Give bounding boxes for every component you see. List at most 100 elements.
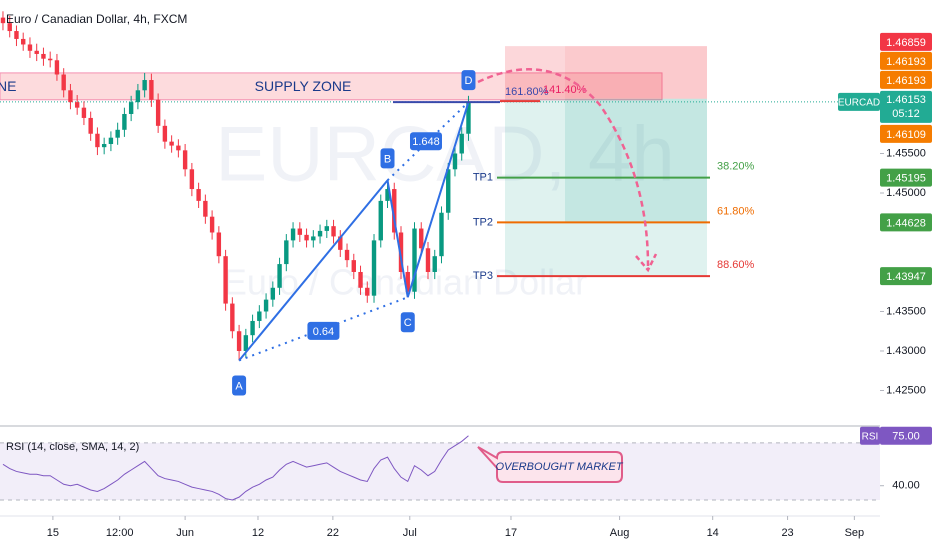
main-pane: EURCAD, 4h Euro / Canadian Dollar SUPPLY… [0,11,880,396]
pattern-leg [386,180,409,298]
candle-body [385,189,390,201]
pattern-point-box [232,375,247,396]
supply-zone [0,72,663,101]
candle-body [405,271,410,292]
candle-body [41,53,46,59]
candle-body [162,125,168,142]
candle-body [257,311,262,321]
pattern-leg [406,101,470,298]
candle-body [14,31,19,39]
x-tick-label: 12:00 [106,527,134,539]
chart-title: Euro / Canadian Dollar, 4h, FXCM [6,12,187,26]
candle-body [351,260,356,272]
candle-body [223,256,228,304]
target-label: TP2 [473,216,493,228]
target-label: TP1 [473,171,493,183]
price-tag [880,267,932,286]
candle-body [34,50,39,54]
x-tick-label: Sep [845,527,865,539]
rsi-label: RSI (14, close, SMA, 14, 2) [6,441,139,453]
pattern-point-box [380,148,395,169]
x-tick-label: 15 [47,527,59,539]
candle-body [209,216,215,233]
candle-body [101,144,107,148]
projection-arrow [477,68,650,267]
price-tag-label: 1.46109 [886,129,926,141]
y-tick-label: 1.42500 [886,384,926,396]
candle-body [432,256,437,272]
candle-body [216,232,222,257]
symbol-tag-label: EURCAD [838,98,880,109]
candle-body [324,226,329,231]
candle-body [27,44,33,51]
current-price-tag [880,90,932,123]
projection-arrowhead [635,253,658,273]
candle-body [290,228,296,241]
candle-body [88,117,93,134]
rsi-value-tag [880,426,932,445]
price-tag [880,213,932,232]
candle-body [446,169,451,213]
extension-label: 141.40% [543,84,587,96]
candle-body [155,99,161,126]
candle-body [263,299,269,312]
candle-body [135,90,141,103]
candle-body [189,169,195,190]
price-tag-label: 1.44628 [886,217,926,229]
rsi-line [2,435,469,501]
x-tick-label: 23 [781,527,793,539]
candle-body [21,38,26,45]
candle-body [74,102,80,108]
ratio-box [409,132,442,151]
price-tag [880,124,932,143]
candle-body [412,228,417,292]
candle-body [439,212,444,257]
candle-body [0,17,6,24]
extension-label: 161.80% [505,86,549,98]
candle-body [344,249,350,261]
pattern-point-label: D [464,75,472,87]
candle-body [459,133,464,154]
candle-body [236,331,242,351]
x-tick-label: 12 [252,527,264,539]
target-zone-inner [565,98,707,223]
price-tag-label: 1.46193 [886,75,926,87]
fib-label: 38.20% [717,160,755,172]
candle-body [398,232,404,272]
candle-body [128,102,134,114]
price-tag-label: 1.46193 [886,56,926,68]
pattern-point-label: B [384,153,391,165]
candle-body [169,141,174,146]
callout-label: OVERBOUGHT MARKET [495,461,623,473]
price-tag [880,51,932,70]
fib-label: 88.60% [717,259,755,271]
candle-body [203,200,208,217]
x-tick-label: Aug [610,527,630,539]
candle-body [338,236,343,250]
candle-body [7,23,12,32]
candle-body [54,60,60,75]
candle-body [425,248,431,272]
pattern-point-label: A [235,380,243,392]
countdown-label: 05:12 [892,108,920,120]
price-tag-label: 1.46859 [886,37,926,49]
rsi-value-label: 75.00 [892,431,920,443]
ratio-label: 1.648 [412,136,440,148]
pattern-point-label: C [404,317,412,329]
x-tick-label: Jul [403,527,417,539]
x-tick-label: 14 [707,527,719,539]
candle-body [142,80,147,91]
candle-body [284,240,289,265]
candle-body [61,74,66,91]
y-tick-label: 1.43500 [886,305,926,317]
candle-body [452,153,458,170]
candle-body [317,230,323,237]
current-price-label: 1.46153 [886,94,926,106]
candle-body [358,271,363,288]
candle-body [371,240,377,296]
candle-body [277,264,282,288]
pattern-point-box [461,70,476,91]
ratio-box [307,321,340,340]
